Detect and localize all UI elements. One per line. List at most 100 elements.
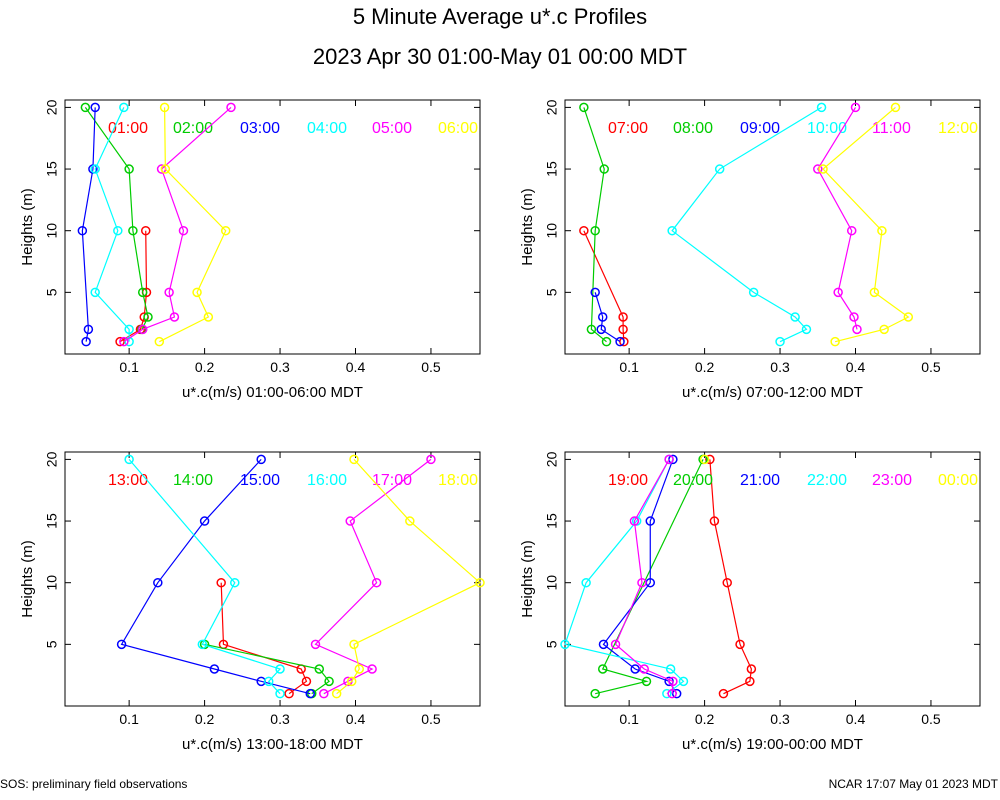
data-point [748,287,759,298]
series-line [81,107,96,342]
legend-entry: 16:00 [307,472,347,489]
data-point [349,454,359,465]
data-point [199,516,210,526]
data-point [140,225,151,236]
series-line [336,458,482,695]
x-tick-label: 0.1 [619,359,639,375]
data-point [346,676,357,687]
x-tick-label: 0.5 [421,711,441,727]
y-axis-label: Heights (m) [519,188,536,266]
x-tick-label: 0.3 [770,711,790,727]
legend-entry: 15:00 [240,472,280,489]
data-point [128,225,138,236]
data-point [90,287,100,298]
data-point [119,336,129,347]
data-point [590,287,600,298]
series-line [220,582,308,695]
y-tick-label: 5 [544,640,560,648]
series-line [204,643,330,695]
profile-panel-1: 0.1 0.2 0.3 0.4 0.5 5 10 15 20 u*.c(m/s) 01:00-06… [19,99,481,401]
data-point [137,287,148,298]
data-point [314,664,325,674]
x-axis-label: u*.c(m/s) 07:00-12:00 MDT [682,384,863,401]
data-point [667,688,677,699]
x-axis-label: u*.c(m/s) 13:00-18:00 MDT [182,736,363,753]
data-point [714,164,725,174]
y-tick-label: 5 [44,640,60,648]
data-point [852,324,862,335]
data-point [879,324,889,335]
y-axis-label: Heights (m) [19,188,36,266]
data-point [830,336,840,347]
legend-entry: 00:00 [938,472,978,489]
data-point [159,102,170,113]
legend-entry: 18:00 [438,472,478,489]
data-point [331,688,342,699]
data-point [615,336,625,347]
data-point [639,664,649,674]
footer-timestamp: NCAR 17:07 May 01 2023 MDT [828,777,998,791]
legend-entry: 17:00 [372,472,412,489]
y-tick-label: 10 [544,575,560,591]
data-point [665,664,676,674]
data-point [610,639,621,650]
x-tick-label: 0.3 [270,711,290,727]
data-point [124,324,134,335]
data-point [113,225,123,236]
data-point [137,324,148,335]
footer-note: SOS: preliminary field observations [0,777,188,791]
data-point [586,324,597,335]
x-tick-label: 0.4 [846,359,866,375]
data-point [230,577,240,588]
series-line [94,107,130,342]
data-point [662,688,672,699]
y-tick-label: 10 [544,223,560,239]
data-point [745,676,755,687]
y-tick-label: 5 [44,288,60,296]
series-line [583,107,607,343]
data-point [77,225,88,236]
legend-entry: 09:00 [740,120,780,137]
data-point [877,225,887,236]
data-point [349,639,359,650]
data-point [81,336,91,347]
data-point [143,312,153,322]
data-point [90,164,100,174]
x-tick-label: 0.2 [195,359,215,375]
x-tick-label: 0.1 [119,711,139,727]
series-line [564,459,685,695]
series-line [602,459,678,694]
data-point [790,312,800,322]
y-tick-label: 5 [544,288,560,296]
series-line [128,459,282,695]
data-point [699,454,710,465]
data-point [664,454,674,465]
data-point [735,639,745,650]
data-point [601,336,612,347]
x-tick-label: 0.3 [270,359,290,375]
x-tick-label: 0.2 [195,711,215,727]
data-point [590,688,600,699]
data-point [263,676,274,687]
data-point [275,664,285,674]
legend-entry: 03:00 [240,120,280,137]
data-point [164,287,174,298]
y-tick-label: 15 [544,161,560,177]
data-point [597,664,608,674]
data-point [869,287,880,298]
data-point [116,639,127,650]
legend-entry: 01:00 [108,120,148,137]
data-point [599,164,609,174]
chart-title: 5 Minute Average u*.c Profiles [352,4,648,29]
y-tick-label: 15 [544,513,560,529]
data-point [216,577,226,588]
data-point [284,688,294,699]
y-tick-label: 15 [44,161,60,177]
data-point [319,688,329,699]
data-point [746,664,757,674]
x-tick-label: 0.1 [619,711,639,727]
data-point [426,454,436,465]
data-point [203,312,214,322]
data-point [705,454,715,465]
